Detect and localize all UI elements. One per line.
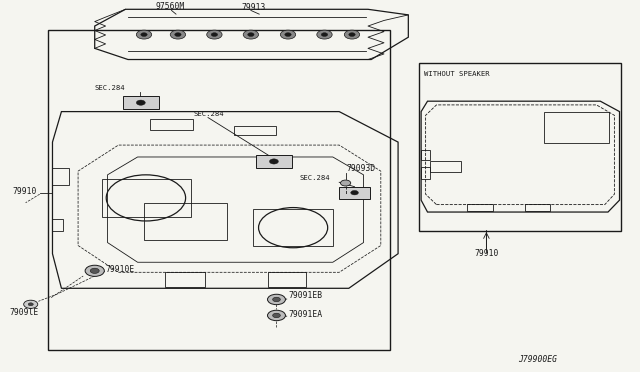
Circle shape [280, 30, 296, 39]
Circle shape [269, 159, 278, 164]
Circle shape [349, 33, 355, 36]
Circle shape [340, 180, 351, 186]
Text: 97560M: 97560M [156, 2, 185, 11]
Text: 79093D: 79093D [347, 164, 376, 173]
Circle shape [268, 294, 285, 305]
Circle shape [243, 30, 259, 39]
Circle shape [175, 33, 181, 36]
Text: 79913: 79913 [242, 3, 266, 12]
Circle shape [170, 30, 186, 39]
Circle shape [211, 33, 218, 36]
Circle shape [273, 297, 280, 302]
Circle shape [285, 33, 291, 36]
Bar [48, 30, 390, 350]
Text: SEC.284: SEC.284 [300, 175, 330, 181]
Text: 79910E: 79910E [106, 265, 135, 274]
Text: 79091EB: 79091EB [288, 291, 322, 300]
Text: 79091EA: 79091EA [288, 310, 322, 319]
Circle shape [207, 30, 222, 39]
Circle shape [24, 300, 38, 308]
Text: 79910: 79910 [474, 249, 499, 258]
Text: SEC.284: SEC.284 [193, 111, 224, 117]
Bar [419, 63, 621, 231]
Circle shape [28, 303, 33, 306]
Circle shape [351, 190, 358, 195]
Circle shape [344, 30, 360, 39]
Polygon shape [256, 155, 292, 168]
Text: 7909lE: 7909lE [10, 308, 39, 317]
Text: SEC.284: SEC.284 [95, 85, 125, 91]
Circle shape [136, 30, 152, 39]
Text: WITHOUT SPEAKER: WITHOUT SPEAKER [424, 71, 490, 77]
Polygon shape [339, 187, 370, 199]
Circle shape [136, 100, 145, 105]
Circle shape [321, 33, 328, 36]
Circle shape [317, 30, 332, 39]
Text: J79900EG: J79900EG [518, 355, 557, 363]
Circle shape [273, 313, 280, 318]
Text: 79910: 79910 [13, 187, 37, 196]
Polygon shape [123, 96, 159, 109]
Circle shape [85, 265, 104, 276]
Circle shape [141, 33, 147, 36]
Circle shape [268, 310, 285, 321]
Circle shape [248, 33, 254, 36]
Circle shape [90, 268, 99, 273]
